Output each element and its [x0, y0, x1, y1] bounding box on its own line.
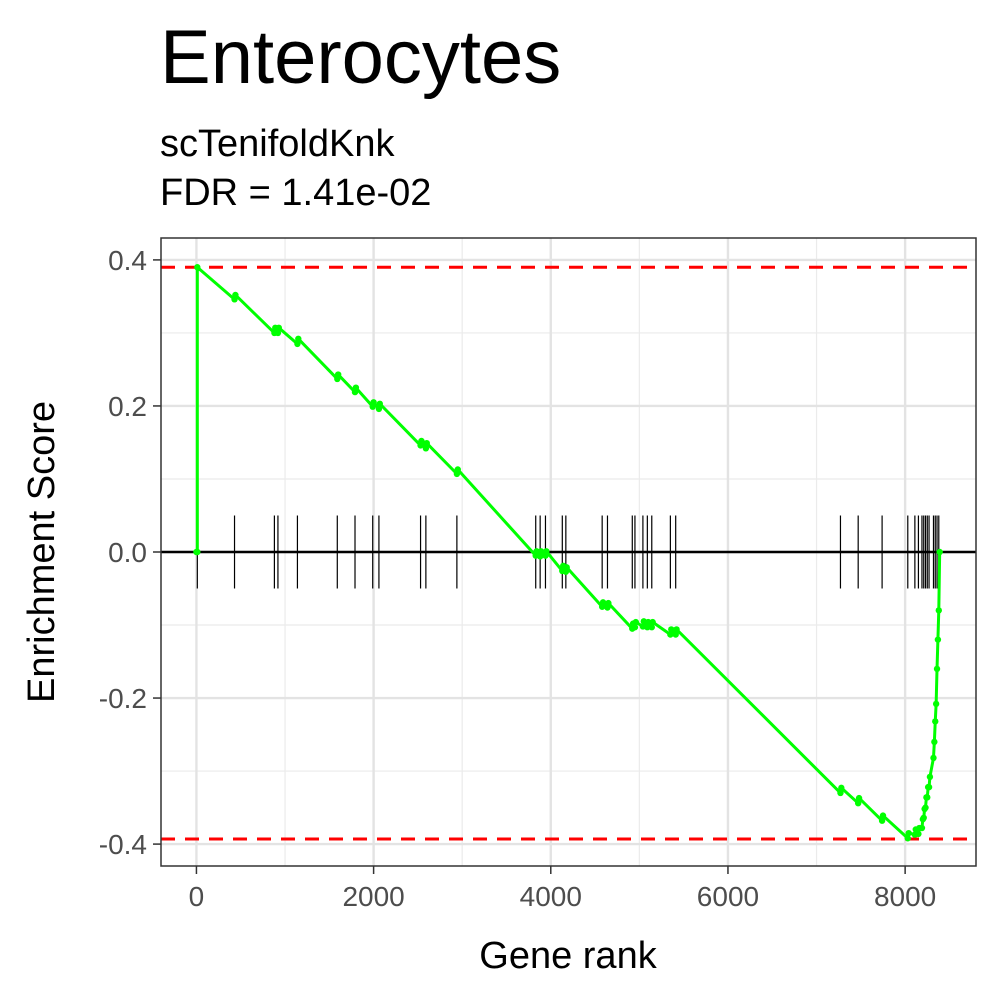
enrichment-score-point: [924, 794, 931, 801]
enrichment-score-point: [645, 618, 652, 626]
enrichment-score-point: [644, 624, 651, 631]
enrichment-score-point: [878, 817, 886, 824]
enrichment-score-point: [334, 371, 342, 378]
enrichment-score-point: [922, 804, 929, 811]
x-tick-label: 6000: [697, 881, 759, 912]
enrichment-score-point: [649, 618, 656, 626]
enrichment-score-point: [915, 830, 922, 838]
chart-title: Enterocytes: [160, 15, 561, 100]
y-tick-label: 0.2: [108, 391, 147, 422]
enrichment-score-point: [904, 835, 911, 842]
y-axis: 0.4 0.2 0.0 -0.2 -0.4: [99, 245, 161, 860]
enrichment-score-point: [537, 548, 545, 555]
enrichment-score-point: [232, 291, 239, 299]
enrichment-score-point: [563, 564, 570, 571]
enrichment-score-point: [918, 824, 926, 832]
enrichment-score-point: [418, 437, 425, 445]
enrichment-score-point: [879, 812, 887, 819]
enrichment-score-point: [855, 794, 863, 802]
enrichment-score-point: [925, 783, 933, 791]
enrichment-score-point: [854, 800, 862, 807]
enrichment-score-point: [274, 329, 282, 337]
enrichment-score-point: [648, 624, 655, 631]
enrichment-score-point: [599, 599, 607, 606]
series-group: [193, 264, 943, 842]
enrichment-score-point: [905, 829, 912, 837]
enrichment-score-point: [932, 700, 940, 708]
enrichment-score-point: [930, 754, 937, 762]
es-reference-lines: [161, 265, 976, 841]
enrichment-score-point: [194, 548, 201, 556]
y-tick-label: -0.2: [99, 683, 147, 714]
enrichment-score-point: [422, 445, 430, 452]
enrichment-score-point: [672, 631, 679, 638]
enrichment-score-point: [932, 718, 939, 725]
enrichment-score-point: [423, 439, 430, 447]
enrichment-score-point: [936, 548, 943, 556]
y-axis-title: Enrichment Score: [21, 401, 63, 703]
enrichment-score-point: [605, 599, 612, 607]
enrichment-score-point: [536, 553, 544, 560]
enrichment-score-point: [931, 738, 938, 746]
enrichment-score-point: [454, 466, 461, 473]
enrichment-score-point: [370, 399, 377, 406]
enrichment-score-point: [631, 624, 639, 631]
x-tick-label: 2000: [342, 881, 404, 912]
x-axis-title: Gene rank: [479, 935, 657, 977]
enrichment-score-point: [933, 665, 941, 673]
enrichment-score-point: [352, 384, 360, 391]
enrichment-score-point: [926, 773, 934, 781]
enrichment-score-point: [376, 400, 384, 407]
enrichment-score-point: [275, 324, 283, 332]
enrichment-score-point: [838, 784, 845, 792]
grid-minor: [161, 238, 976, 866]
chart-subtitle-fdr: FDR = 1.41e-02: [160, 172, 431, 214]
chart-subtitle-method: scTenifoldKnk: [160, 123, 395, 165]
enrichment-score-point: [837, 789, 844, 797]
x-tick-label: 0: [189, 881, 205, 912]
enrichment-score-point: [632, 618, 640, 626]
x-axis: 0 2000 4000 6000 8000: [189, 866, 936, 912]
enrichment-score-point: [295, 335, 302, 342]
enrichment-score-point: [194, 264, 201, 271]
enrichment-score-point: [375, 405, 383, 413]
enrichment-score-point: [934, 636, 942, 643]
x-tick-label: 8000: [874, 881, 936, 912]
y-tick-label: 0.0: [108, 537, 147, 568]
enrichment-score-point: [920, 814, 927, 822]
y-tick-label: 0.4: [108, 245, 147, 276]
x-tick-label: 4000: [520, 881, 582, 912]
enrichment-score-point: [673, 626, 680, 633]
enrichment-score-point: [667, 631, 674, 638]
enrichment-score-point: [294, 340, 301, 348]
enrichment-score-point: [533, 548, 540, 555]
y-tick-label: -0.4: [99, 829, 147, 860]
enrichment-score-point: [668, 626, 675, 633]
enrichment-score-point: [935, 607, 942, 614]
enrichment-score-point: [543, 548, 550, 555]
